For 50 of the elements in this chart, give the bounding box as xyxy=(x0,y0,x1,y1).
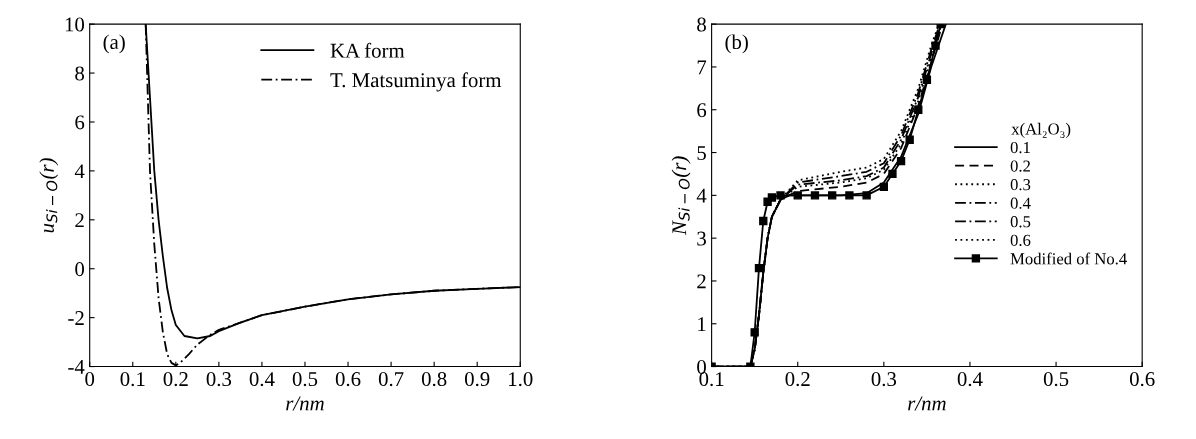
annotation: (a) xyxy=(103,34,125,54)
x-tick-label: 0.9 xyxy=(464,372,490,387)
x-tick-label: 0.8 xyxy=(421,372,447,387)
y-axis-title: u$_{Si−O}$(r) xyxy=(39,158,59,233)
x-tick-label: 0.4 xyxy=(249,372,275,387)
legend-label: KA form xyxy=(330,42,405,58)
y-tick-label: 5 xyxy=(697,146,706,160)
y-tick-label: 2 xyxy=(75,213,84,228)
legend-label: 0.5 xyxy=(1010,216,1031,228)
x-tick-label: 0.7 xyxy=(378,372,404,387)
y-tick-label: 3 xyxy=(697,231,706,246)
x-tick-label: 0.4 xyxy=(957,372,983,387)
x-tick-label: 0.5 xyxy=(292,372,318,387)
x-tick-label: 0.6 xyxy=(1129,372,1155,387)
y-tick-label: 1 xyxy=(698,317,706,331)
x-axis-title: r/nm xyxy=(908,396,946,411)
legend-label: 0.6 xyxy=(1010,234,1031,246)
y-tick-label: 7 xyxy=(697,60,707,75)
legend-label: Modified of No.4 xyxy=(1010,252,1127,265)
x-tick-label: 1.0 xyxy=(509,372,533,387)
y-tick-label: 10 xyxy=(65,17,85,32)
x-tick-label: 0.3 xyxy=(206,372,232,387)
y-tick-label: -4 xyxy=(68,360,85,374)
y-tick-label: 2 xyxy=(697,274,706,289)
x-tick-label: 0.6 xyxy=(335,372,361,387)
x-tick-label: 0.2 xyxy=(785,372,810,387)
y-tick-label: 4 xyxy=(74,164,85,179)
legend-label: T. Matsuminya form xyxy=(330,72,502,92)
legend-title: x(Al₂O₃) xyxy=(1011,122,1071,138)
y-tick-label: 6 xyxy=(697,103,707,118)
legend-label: 0.1 xyxy=(1010,141,1030,154)
y-axis-title: N$_{Si−O}$(r) xyxy=(671,156,691,236)
x-tick-label: 0.1 xyxy=(120,372,145,387)
x-tick-label: 0 xyxy=(85,372,95,387)
y-tick-label: 0 xyxy=(75,262,85,277)
y-tick-label: 6 xyxy=(75,115,85,130)
legend-label: 0.4 xyxy=(1010,197,1031,209)
legend-label: 0.3 xyxy=(1010,179,1031,191)
x-axis-title: r/nm xyxy=(286,396,324,411)
x-tick-label: 0.5 xyxy=(1043,372,1069,387)
legend-label: 0.2 xyxy=(1010,160,1030,172)
y-tick-label: 8 xyxy=(75,66,85,81)
x-tick-label: 0.2 xyxy=(163,372,188,387)
y-tick-label: 8 xyxy=(697,17,706,32)
y-tick-label: 4 xyxy=(696,188,707,203)
y-tick-label: -2 xyxy=(68,311,84,325)
annotation: (b) xyxy=(725,34,748,54)
y-tick-label: 0 xyxy=(697,359,706,374)
x-tick-label: 0.1 xyxy=(699,372,724,387)
x-tick-label: 0.3 xyxy=(871,372,897,387)
